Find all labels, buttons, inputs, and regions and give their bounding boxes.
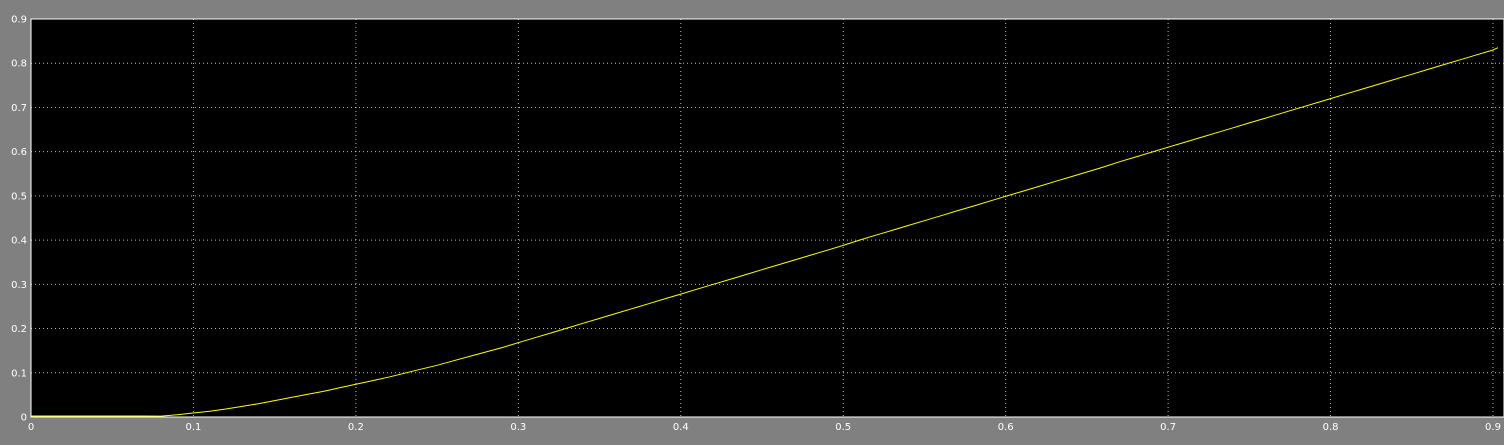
x-tick-label: 0.8 [1323, 422, 1339, 433]
x-tick-labels: 0 0.1 0.2 0.3 0.4 0.5 0.6 0.7 0.8 0.9 [28, 422, 1501, 433]
x-tick-label: 0.1 [185, 422, 201, 433]
y-tick-label: 0 [21, 413, 27, 424]
x-tick-label: 0 [28, 422, 34, 433]
x-tick-label: 0.6 [998, 422, 1014, 433]
y-tick-label: 0.7 [11, 103, 27, 114]
y-tick-labels: 0 0.1 0.2 0.3 0.4 0.5 0.6 0.7 0.8 0.9 [11, 15, 27, 424]
x-tick-label: 0.4 [673, 422, 689, 433]
y-tick-label: 0.2 [11, 324, 27, 335]
y-tick-label: 0.1 [11, 368, 27, 379]
axes-background [31, 19, 1504, 417]
series-line-0 [31, 47, 1499, 417]
series-layer [31, 47, 1499, 417]
y-tick-label: 0.4 [11, 236, 27, 247]
x-tick-label: 0.9 [1485, 422, 1501, 433]
x-tick-label: 0.5 [835, 422, 851, 433]
x-tick-label: 0.3 [510, 422, 526, 433]
x-tick-label: 0.7 [1160, 422, 1176, 433]
y-tick-label: 0.6 [11, 147, 27, 158]
y-tick-label: 0.3 [11, 280, 27, 291]
y-tick-label: 0.8 [11, 59, 27, 70]
y-tick-label: 0.9 [11, 15, 27, 26]
x-tick-label: 0.2 [348, 422, 364, 433]
axes-border [30, 18, 1504, 418]
y-tick-label: 0.5 [11, 191, 27, 202]
